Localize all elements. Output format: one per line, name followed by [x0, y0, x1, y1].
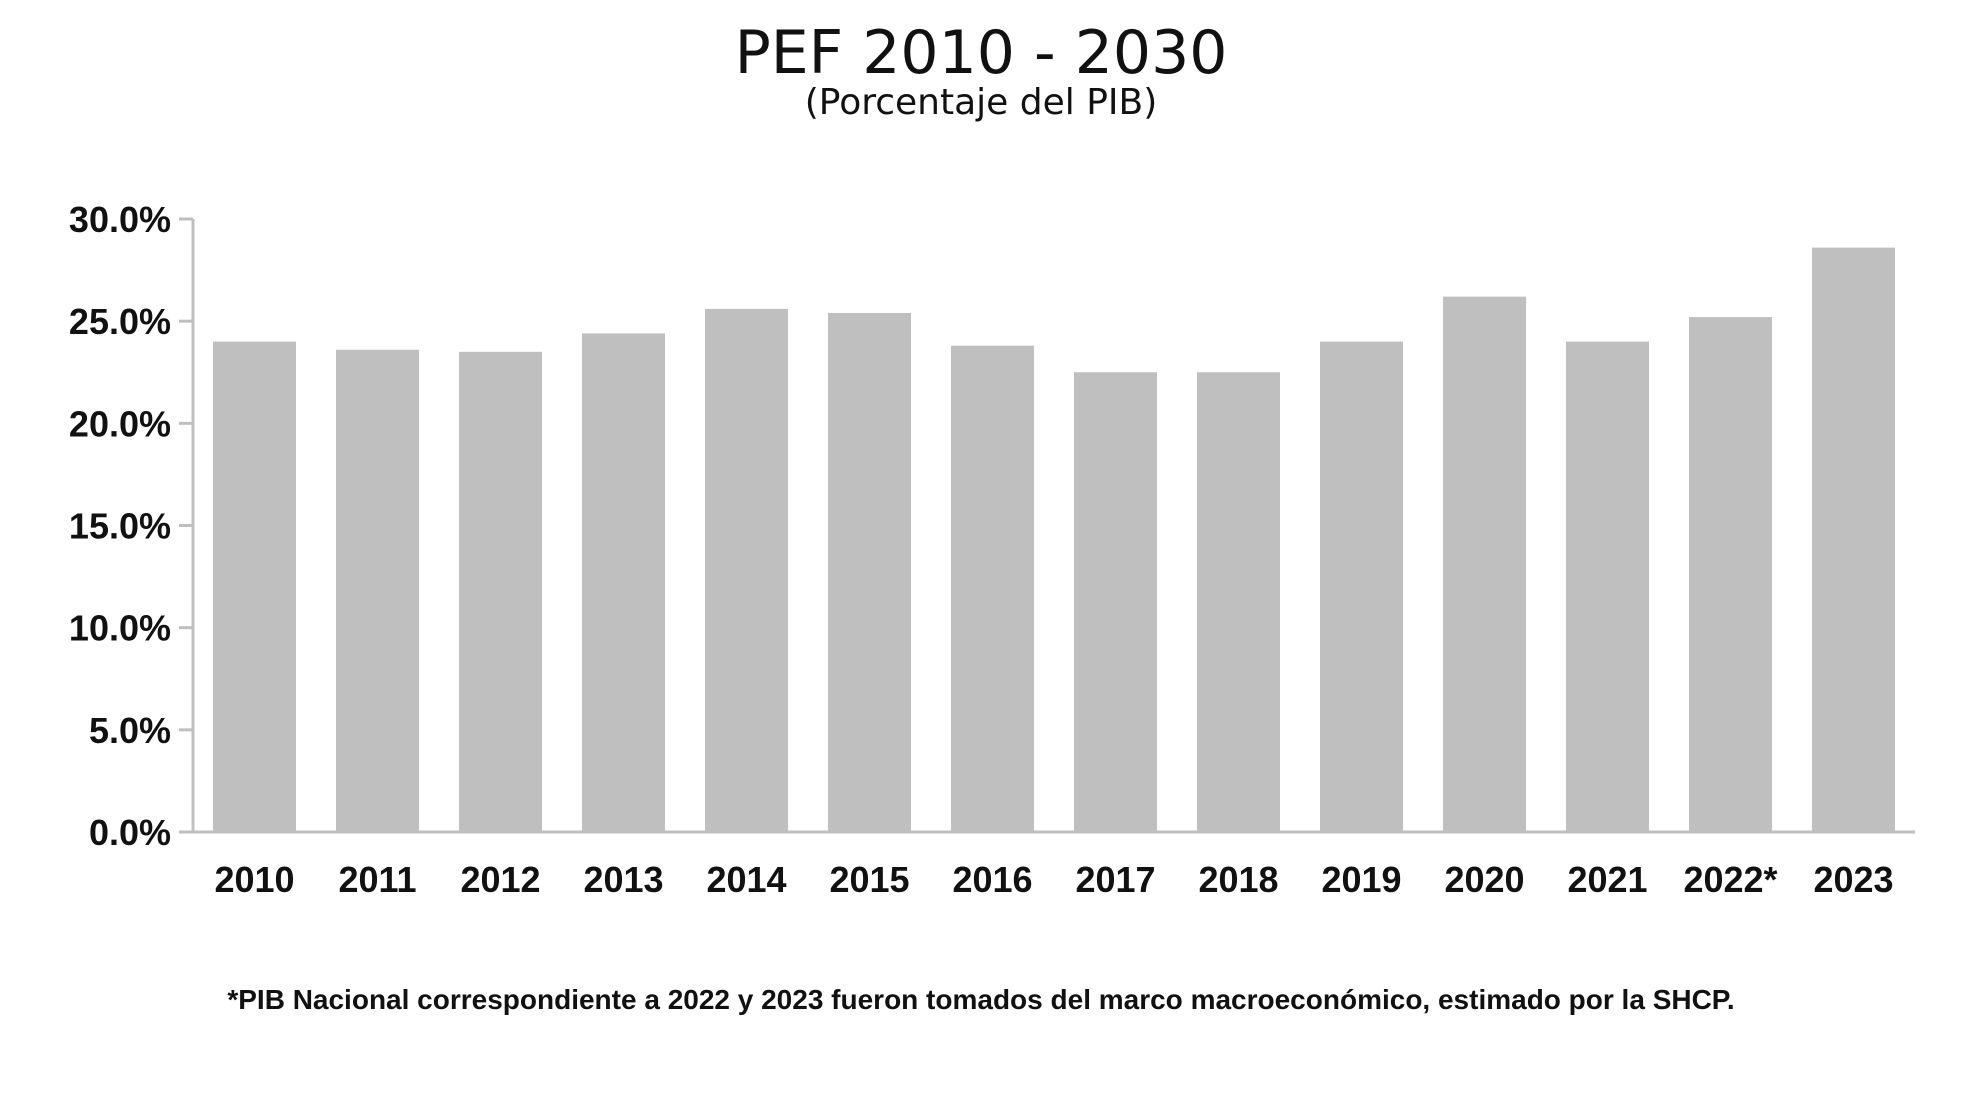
- bar: [1073, 372, 1158, 832]
- bar: [458, 351, 543, 832]
- bar: [1688, 317, 1773, 833]
- y-tick-label: 20.0%: [69, 403, 171, 444]
- chart-subtitle: (Porcentaje del PIB): [804, 82, 1158, 123]
- x-tick-label: 2016: [952, 859, 1032, 900]
- x-tick-label: 2013: [583, 859, 663, 900]
- bar: [704, 308, 789, 832]
- chart-title: PEF 2010 - 2030: [734, 18, 1228, 88]
- x-tick-label: 2015: [829, 859, 909, 900]
- y-tick-label: 10.0%: [69, 608, 171, 649]
- bar: [1565, 341, 1650, 832]
- bar: [1811, 247, 1896, 832]
- x-tick-label: 2018: [1198, 859, 1278, 900]
- x-tick-label: 2011: [338, 859, 416, 900]
- y-tick-label: 30.0%: [69, 199, 171, 240]
- x-tick-label: 2014: [706, 859, 786, 900]
- y-tick-label: 25.0%: [69, 301, 171, 342]
- x-tick-label: 2010: [214, 859, 294, 900]
- bar: [581, 333, 666, 832]
- x-tick-label: 2012: [460, 859, 540, 900]
- x-tick-label: 2022*: [1683, 859, 1777, 900]
- y-tick-label: 15.0%: [69, 506, 171, 547]
- bar: [950, 345, 1035, 832]
- bar: [335, 349, 420, 832]
- x-tick-label: 2021: [1567, 859, 1647, 900]
- x-tick-label: 2017: [1075, 859, 1155, 900]
- bar: [212, 341, 297, 832]
- bar: [1196, 372, 1281, 832]
- bar: [1442, 296, 1527, 832]
- x-tick-label: 2019: [1321, 859, 1401, 900]
- chart-footnote: *PIB Nacional correspondiente a 2022 y 2…: [227, 984, 1735, 1015]
- bar: [827, 312, 912, 832]
- x-tick-label: 2023: [1813, 859, 1893, 900]
- y-tick-label: 0.0%: [89, 812, 171, 853]
- bar: [1319, 341, 1404, 832]
- x-tick-label: 2020: [1444, 859, 1524, 900]
- y-tick-label: 5.0%: [89, 710, 171, 751]
